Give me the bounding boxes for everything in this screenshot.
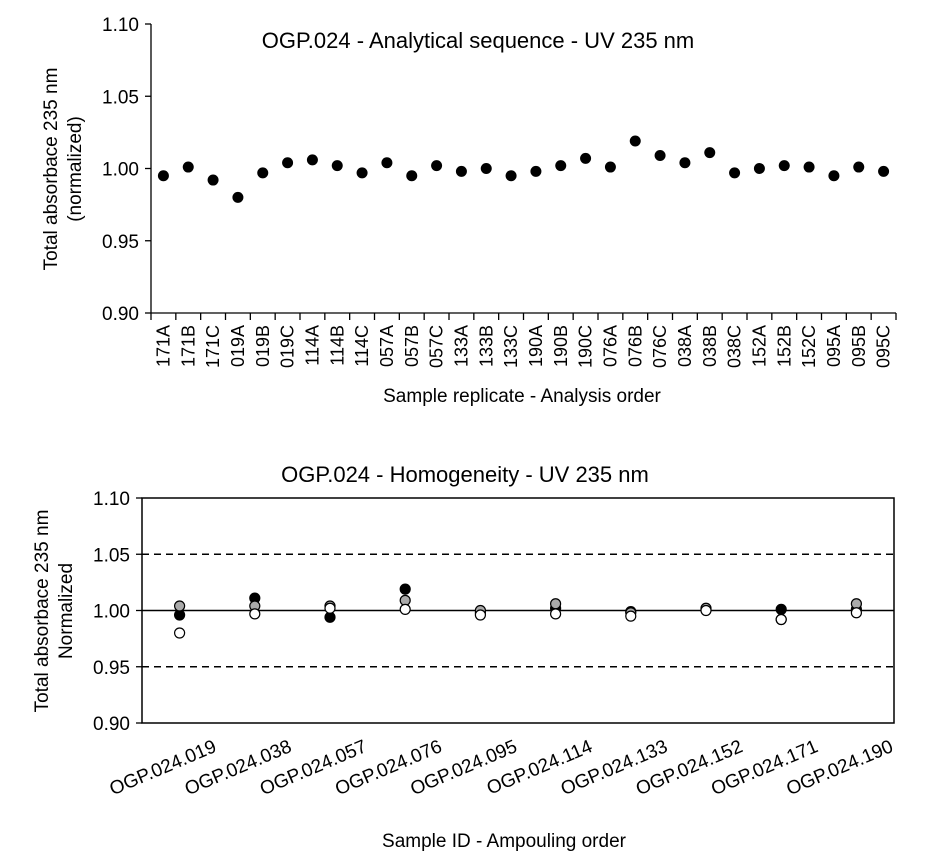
chart1-category-label: 114A xyxy=(302,325,322,366)
chart1-data-point xyxy=(530,165,542,177)
chart1-data-point xyxy=(878,165,890,177)
chart1-data-point xyxy=(455,165,467,177)
chart1-category-label: 038A xyxy=(675,325,695,367)
chart2-data-point-white xyxy=(174,627,186,639)
chart1-data-point xyxy=(505,170,517,182)
chart1-data-point xyxy=(828,170,840,182)
chart1-category-label: 114B xyxy=(327,325,347,366)
chart1-category-label: 152A xyxy=(749,325,769,367)
chart1-category-label: 133C xyxy=(501,325,521,368)
chart1-data-point xyxy=(157,170,169,182)
chart2-y-tick-label: 1.00 xyxy=(93,602,130,623)
chart1-category-label: 190A xyxy=(526,325,546,367)
chart2-data-point-white xyxy=(700,604,712,617)
chart1-data-point xyxy=(331,160,343,172)
chart1-data-point xyxy=(629,135,641,147)
chart1-data-point xyxy=(182,161,194,173)
chart1-category-label: 019B xyxy=(253,325,273,367)
chart1-data-point xyxy=(704,147,716,159)
chart1-data-point xyxy=(778,160,790,172)
chart1-category-label: 095A xyxy=(824,325,844,367)
chart1-data-point xyxy=(381,157,393,169)
chart2-ylabel-line1: Total absorbace 235 nm xyxy=(32,510,53,713)
chart1-data-point xyxy=(580,152,592,164)
chart1-category-label: 057A xyxy=(377,325,397,367)
chart1-y-tick-label: 1.00 xyxy=(102,160,139,181)
chart2-data-point-black xyxy=(775,603,787,615)
chart2-data-point-white xyxy=(324,602,336,614)
chart1-category-label: 076B xyxy=(625,325,645,367)
chart1-xlabel: Sample replicate - Analysis order xyxy=(383,386,661,407)
chart1-data-point xyxy=(257,167,269,179)
chart1-category-label: 019A xyxy=(228,325,248,367)
chart1-data-point xyxy=(555,160,567,172)
chart1-data-point xyxy=(853,161,865,173)
chart1-category-label: 171B xyxy=(178,325,198,367)
chart1-data-point xyxy=(480,163,492,174)
chart2-xlabel: Sample ID - Ampouling order xyxy=(382,831,627,852)
chart2-data-point-white xyxy=(625,610,637,622)
chart2-data-point-gray xyxy=(549,598,562,610)
chart1-category-label: 133B xyxy=(476,325,496,367)
chart2-title: OGP.024 - Homogeneity - UV 235 nm xyxy=(281,462,649,487)
chart1-category-label: 095C xyxy=(874,325,894,368)
chart1-category-label: 038C xyxy=(725,325,745,368)
chart2-y-tick-label: 1.05 xyxy=(93,545,130,566)
chart1-data-point xyxy=(803,161,815,173)
chart1-category-label: 152C xyxy=(799,325,819,368)
chart2-data-point-white xyxy=(850,607,863,619)
chart1-category-label: 076C xyxy=(650,325,670,368)
chart1-category-label: 152B xyxy=(774,325,794,367)
chart1-data-point xyxy=(232,191,244,203)
chart1-category-label: 171A xyxy=(153,325,173,367)
chart1-y-tick-label: 1.10 xyxy=(102,15,139,36)
analytical-sequence-chart: OGP.024 - Analytical sequence - UV 235 n… xyxy=(41,15,897,407)
chart1-data-point xyxy=(306,154,318,166)
chart1-category-label: 190C xyxy=(576,325,596,368)
chart1-category-label: 114C xyxy=(352,325,372,367)
chart2-ylabel-line2: Normalized xyxy=(56,563,77,659)
chart1-ylabel-line1: Total absorbace 235 nm xyxy=(41,68,62,271)
chart2-data-point-black xyxy=(399,583,411,595)
chart1-data-point xyxy=(431,160,443,172)
chart2-data-point-white xyxy=(549,608,562,620)
chart1-title: OGP.024 - Analytical sequence - UV 235 n… xyxy=(262,28,695,53)
chart2-y-tick-label: 0.95 xyxy=(93,658,130,679)
chart1-category-label: 057B xyxy=(402,325,422,367)
chart1-data-point xyxy=(654,149,666,161)
chart1-category-label: 076A xyxy=(600,325,620,367)
chart1-data-point xyxy=(753,163,765,174)
chart2-y-tick-label: 0.90 xyxy=(93,714,130,735)
chart1-category-label: 038B xyxy=(700,325,720,367)
chart2-data-point-white xyxy=(775,613,787,626)
chart2-y-tick-label: 1.10 xyxy=(93,489,130,510)
chart1-data-point xyxy=(729,167,741,179)
chart2-data-point-white xyxy=(399,603,411,615)
chart1-y-tick-label: 1.05 xyxy=(102,87,139,108)
chart1-category-label: 019C xyxy=(278,325,298,368)
chart1-data-point xyxy=(356,167,368,179)
chart1-data-point xyxy=(406,170,418,182)
chart1-data-point xyxy=(282,157,294,169)
chart1-data-point xyxy=(679,157,691,169)
chart1-category-label: 057C xyxy=(427,325,447,368)
chart1-y-tick-label: 0.95 xyxy=(102,232,139,253)
chart2-data-point-gray xyxy=(174,600,186,612)
chart1-category-label: 171C xyxy=(203,325,223,368)
chart2-data-point-white xyxy=(249,608,261,620)
homogeneity-chart: OGP.024 - Homogeneity - UV 235 nm Total … xyxy=(32,462,896,852)
chart1-ylabel-line2: (normalized) xyxy=(65,116,86,222)
chart2-data-point-white xyxy=(474,609,486,621)
chart1-y-tick-label: 0.90 xyxy=(102,304,139,325)
chart1-category-label: 133A xyxy=(451,325,471,367)
chart1-category-label: 190B xyxy=(551,325,571,367)
chart1-data-point xyxy=(604,161,616,173)
chart1-category-label: 095B xyxy=(849,325,869,367)
chart1-data-point xyxy=(207,174,219,186)
